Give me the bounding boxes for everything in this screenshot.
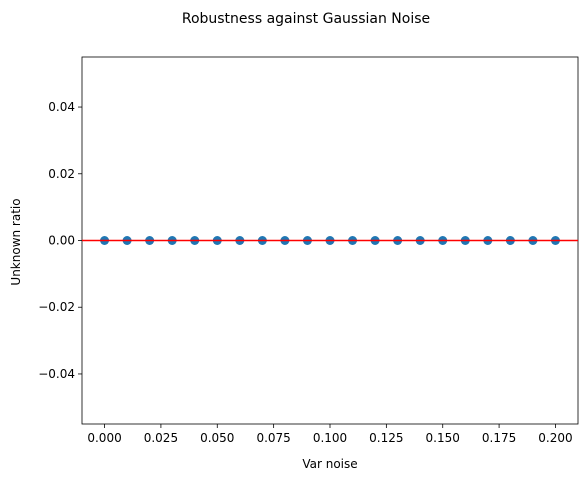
x-tick-label: 0.050 bbox=[200, 431, 234, 445]
x-axis-label: Var noise bbox=[302, 457, 357, 471]
y-tick-label: −0.02 bbox=[38, 300, 75, 314]
x-tick-label: 0.000 bbox=[87, 431, 121, 445]
x-axis: 0.000 0.025 0.050 0.075 0.100 0.125 0.150 0.175… bbox=[87, 424, 573, 445]
y-tick-label: 0.00 bbox=[48, 234, 75, 248]
x-tick-label: 0.025 bbox=[144, 431, 178, 445]
chart-title: Robustness against Gaussian Noise bbox=[182, 11, 430, 27]
x-tick-label: 0.175 bbox=[482, 431, 516, 445]
y-axis-label: Unknown ratio bbox=[9, 198, 23, 285]
x-tick-label: 0.200 bbox=[538, 431, 572, 445]
x-tick-label: 0.150 bbox=[426, 431, 460, 445]
y-tick-label: 0.04 bbox=[48, 100, 75, 114]
y-axis: −0.04 −0.02 0.00 0.02 0.04 bbox=[38, 100, 82, 381]
y-tick-label: 0.02 bbox=[48, 167, 75, 181]
plot-area bbox=[81, 56, 579, 425]
x-tick-label: 0.125 bbox=[369, 431, 403, 445]
y-tick-label: −0.04 bbox=[38, 367, 75, 381]
x-tick-label: 0.100 bbox=[313, 431, 347, 445]
x-tick-label: 0.075 bbox=[256, 431, 290, 445]
